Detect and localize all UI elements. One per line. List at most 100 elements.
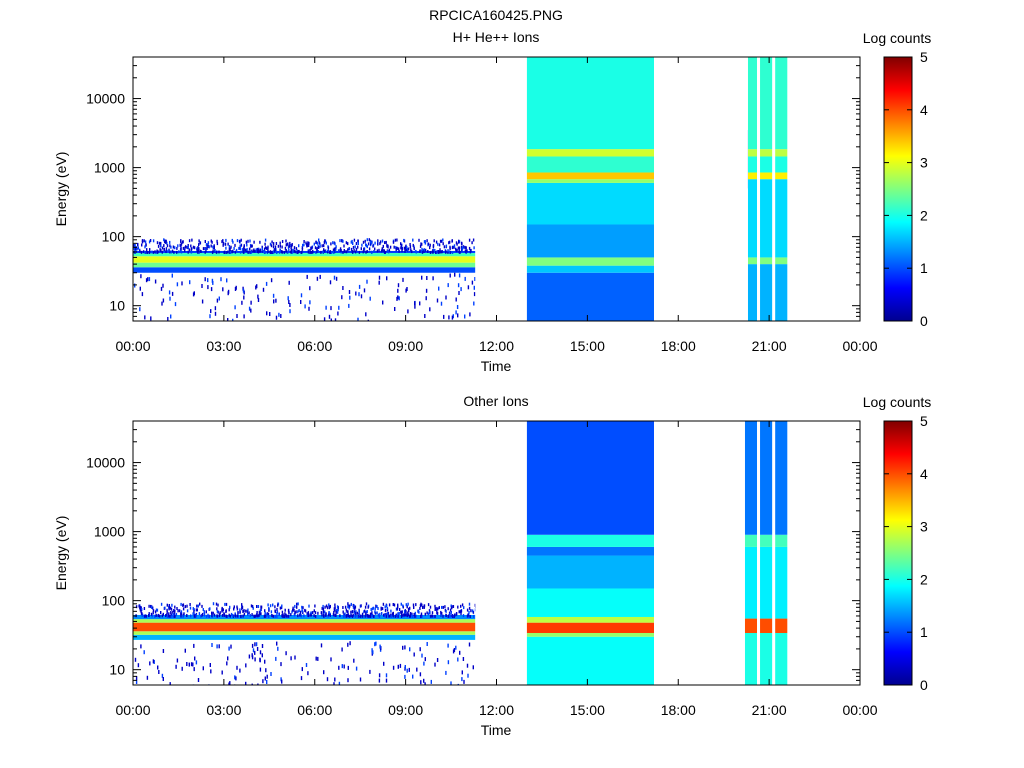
noise-count-pixel <box>158 241 161 245</box>
noise-count-pixel <box>195 608 198 612</box>
noise-count-pixel <box>256 284 258 289</box>
noise-count-pixel <box>323 240 326 244</box>
noise-count-pixel <box>392 614 394 618</box>
energy-band-cell <box>526 534 655 547</box>
noise-count-pixel <box>167 317 169 321</box>
noise-count-pixel <box>412 603 415 607</box>
noise-count-pixel <box>270 610 273 614</box>
noise-count-pixel <box>341 239 343 243</box>
noise-count-pixel <box>334 614 336 617</box>
energy-band-cell <box>526 616 655 623</box>
noise-count-pixel <box>445 295 447 300</box>
noise-count-pixel <box>227 291 229 296</box>
noise-count-pixel <box>322 604 324 608</box>
noise-count-pixel <box>378 275 381 280</box>
noise-count-pixel <box>292 606 294 610</box>
noise-count-pixel <box>186 662 188 666</box>
noise-count-pixel <box>291 250 294 254</box>
noise-count-pixel <box>258 613 260 617</box>
noise-count-pixel <box>196 249 198 252</box>
noise-count-pixel <box>236 607 239 611</box>
noise-count-pixel <box>272 250 275 254</box>
noise-count-pixel <box>259 612 261 615</box>
noise-count-pixel <box>253 614 255 618</box>
noise-count-pixel <box>447 250 449 254</box>
noise-count-pixel <box>264 613 266 617</box>
noise-count-pixel <box>148 240 151 244</box>
noise-count-pixel <box>278 250 281 254</box>
noise-count-pixel <box>274 245 277 249</box>
noise-count-pixel <box>358 292 360 297</box>
noise-count-pixel <box>448 611 451 615</box>
noise-count-pixel <box>174 246 176 250</box>
colorbar-label: Log counts <box>863 394 932 410</box>
noise-count-pixel <box>151 250 153 254</box>
noise-count-pixel <box>392 240 395 244</box>
colorbar-tick-label: 1 <box>920 260 928 276</box>
noise-count-pixel <box>149 239 152 242</box>
noise-count-pixel <box>345 250 348 254</box>
x-tick-label: 09:00 <box>388 338 423 354</box>
noise-count-pixel <box>287 250 289 254</box>
noise-count-pixel <box>433 239 435 243</box>
noise-count-pixel <box>415 614 417 618</box>
noise-count-pixel <box>344 605 347 609</box>
noise-count-pixel <box>419 301 421 306</box>
noise-count-pixel <box>141 239 144 243</box>
noise-count-pixel <box>218 250 220 254</box>
noise-count-pixel <box>280 606 283 610</box>
noise-count-pixel <box>137 243 139 247</box>
noise-count-pixel <box>170 250 172 254</box>
noise-count-pixel <box>472 238 475 242</box>
noise-count-pixel <box>241 603 243 607</box>
noise-count-pixel <box>265 246 267 250</box>
noise-count-pixel <box>437 242 439 246</box>
noise-count-pixel <box>150 604 152 608</box>
noise-count-pixel <box>145 278 148 283</box>
noise-count-pixel <box>211 643 213 647</box>
noise-count-pixel <box>204 240 206 243</box>
noise-count-pixel <box>451 246 454 250</box>
noise-count-pixel <box>396 247 398 250</box>
noise-count-pixel <box>400 244 403 247</box>
noise-count-pixel <box>414 249 417 253</box>
noise-count-pixel <box>198 612 201 616</box>
noise-count-pixel <box>358 284 361 289</box>
noise-count-pixel <box>281 250 284 254</box>
noise-count-pixel <box>330 242 332 246</box>
noise-count-pixel <box>259 667 262 672</box>
noise-count-pixel <box>193 614 196 618</box>
noise-count-pixel <box>368 614 370 618</box>
noise-count-pixel <box>377 613 380 617</box>
noise-count-pixel <box>409 606 411 610</box>
noise-count-pixel <box>440 614 442 617</box>
noise-count-pixel <box>251 683 253 685</box>
noise-count-pixel <box>211 278 214 283</box>
noise-count-pixel <box>264 238 267 242</box>
noise-count-pixel <box>169 244 171 248</box>
noise-count-pixel <box>354 245 356 249</box>
noise-count-pixel <box>247 239 249 243</box>
noise-count-pixel <box>392 612 394 616</box>
noise-count-pixel <box>393 245 395 249</box>
noise-count-pixel <box>320 250 322 254</box>
noise-count-pixel <box>191 247 193 251</box>
noise-count-pixel <box>285 239 287 243</box>
noise-count-pixel <box>384 605 386 609</box>
noise-count-pixel <box>256 614 258 618</box>
noise-count-pixel <box>395 248 397 252</box>
noise-count-pixel <box>175 664 177 669</box>
noise-count-pixel <box>414 304 416 309</box>
noise-count-pixel <box>193 643 195 648</box>
noise-count-pixel <box>329 613 331 617</box>
noise-count-pixel <box>182 603 185 607</box>
noise-count-pixel <box>285 614 287 618</box>
noise-count-pixel <box>155 250 157 254</box>
noise-count-pixel <box>462 657 465 661</box>
noise-count-pixel <box>134 247 137 251</box>
noise-count-pixel <box>253 249 255 253</box>
noise-count-pixel <box>182 614 184 618</box>
noise-count-pixel <box>146 248 148 252</box>
noise-count-pixel <box>367 605 369 609</box>
colorbar-gradient <box>883 420 913 686</box>
